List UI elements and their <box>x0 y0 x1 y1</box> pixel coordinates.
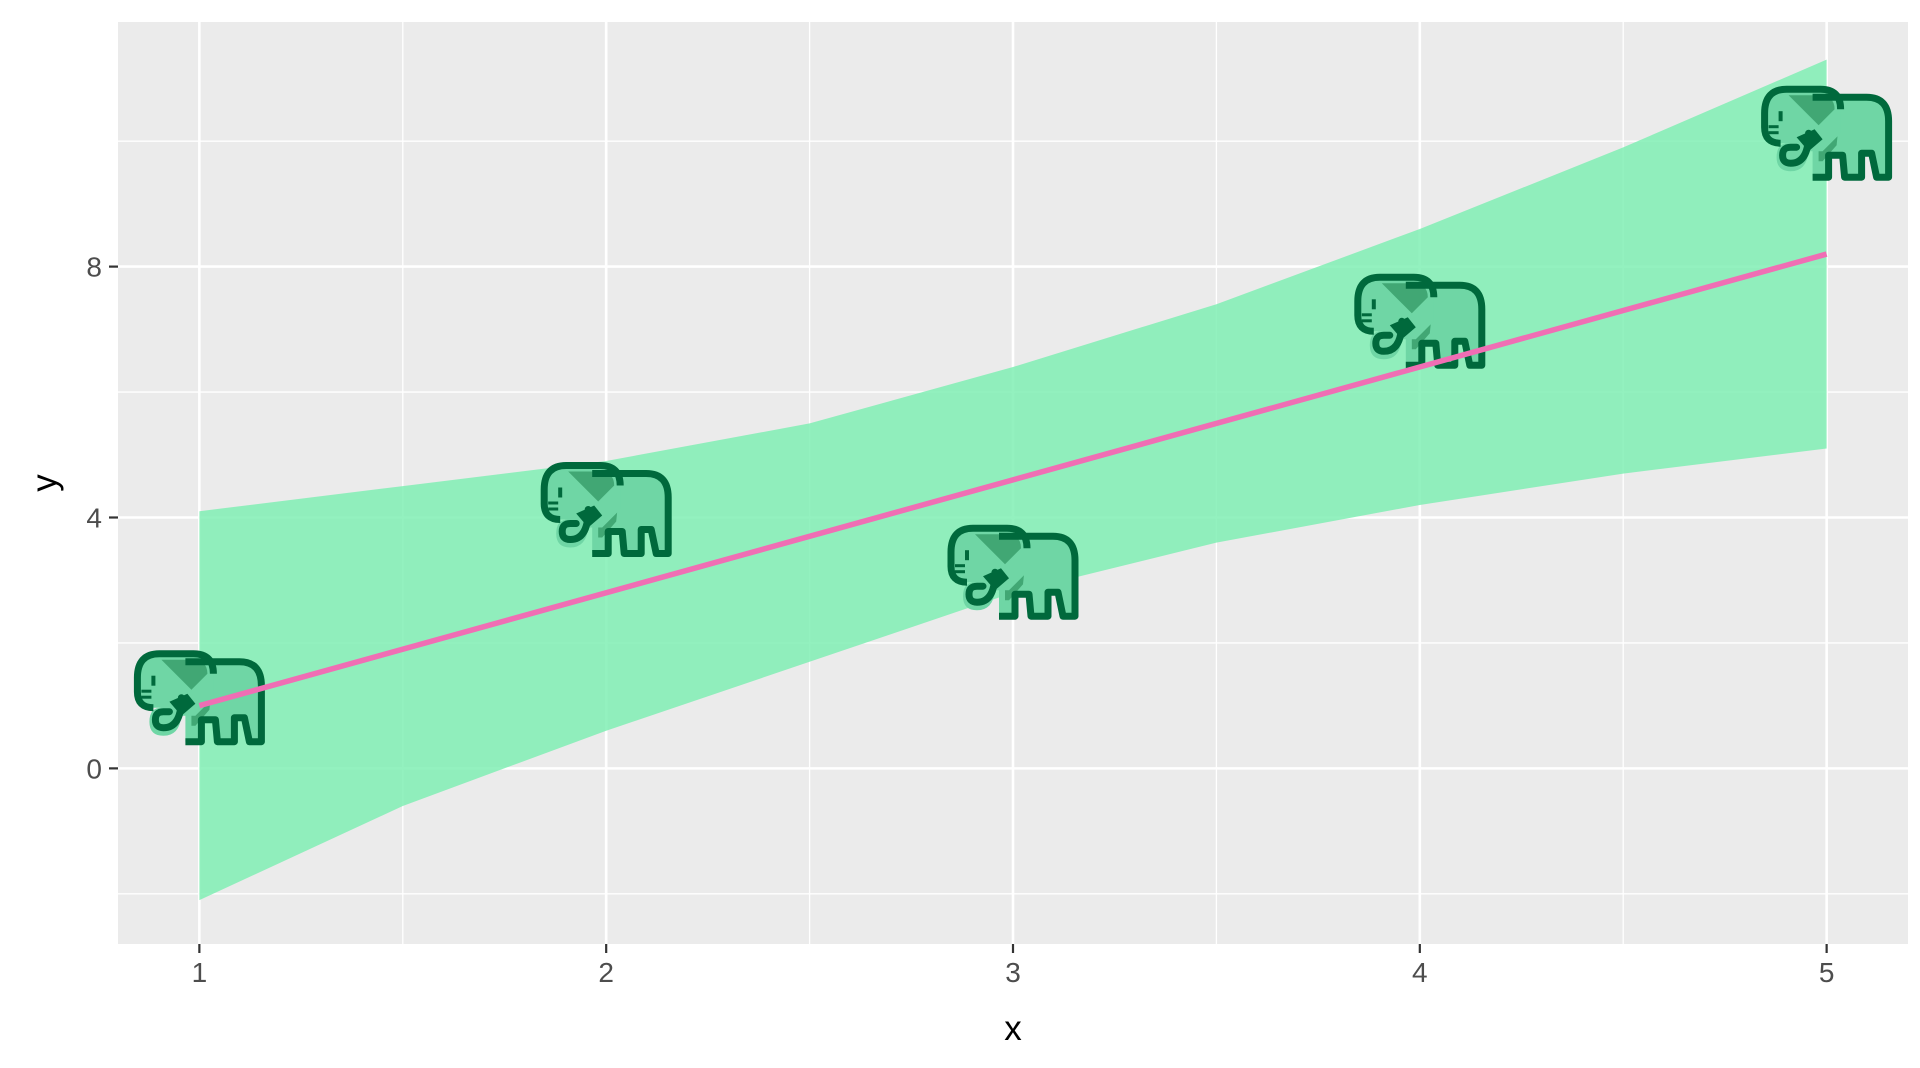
data-points <box>133 85 1893 746</box>
elephant-icon <box>1354 273 1486 369</box>
x-tick-label: 1 <box>192 957 208 988</box>
x-tick-label: 2 <box>598 957 614 988</box>
y-tick-label: 0 <box>86 753 102 784</box>
regression-line <box>198 251 1828 709</box>
plot-layer <box>133 59 1893 901</box>
x-tick-label: 3 <box>1005 957 1021 988</box>
x-axis: 1 2 3 4 5 <box>192 944 1835 988</box>
y-tick-label: 8 <box>86 252 102 283</box>
y-axis: 0 4 8 <box>86 252 118 784</box>
x-tick-label: 5 <box>1819 957 1835 988</box>
x-tick-label: 4 <box>1412 957 1428 988</box>
y-axis-title: y <box>25 474 64 492</box>
elephant-icon <box>947 524 1079 620</box>
y-tick-label: 4 <box>86 502 102 533</box>
elephant-icon <box>540 462 672 557</box>
x-axis-title: x <box>1004 1009 1022 1048</box>
elephant-icon <box>1761 85 1893 181</box>
